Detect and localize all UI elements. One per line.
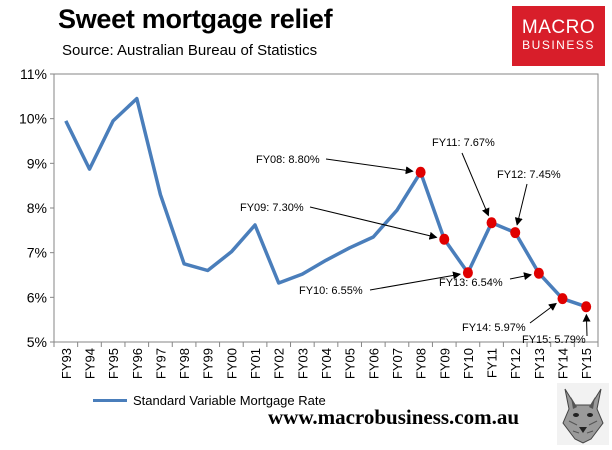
- annotation-label: FY08: 8.80%: [256, 154, 320, 166]
- x-tick-label: FY05: [343, 348, 358, 379]
- x-tick-label: FY11: [485, 348, 500, 378]
- annotation-label: FY09: 7.30%: [240, 202, 304, 214]
- x-tick-label: FY10: [461, 348, 476, 379]
- annotation-arrow: [325, 158, 414, 175]
- y-tick-label: 8%: [27, 200, 47, 216]
- y-tick-label: 6%: [27, 289, 47, 305]
- annotation-arrow: [461, 152, 490, 217]
- x-tick-label: FY00: [224, 348, 239, 379]
- x-tick-label: FY06: [366, 348, 381, 379]
- annotation-arrow: [309, 206, 438, 240]
- wolf-logo-icon: [557, 383, 609, 445]
- legend-swatch: [93, 399, 127, 402]
- y-tick-label: 9%: [27, 155, 47, 171]
- annotation-label: FY14: 5.97%: [462, 322, 526, 334]
- annotation-arrow: [514, 183, 528, 226]
- annotation-arrow: [509, 272, 532, 281]
- x-tick-label: FY13: [532, 348, 547, 379]
- x-tick-label: FY12: [508, 348, 523, 379]
- series-line: [64, 96, 587, 309]
- x-tick-label: FY97: [153, 348, 168, 379]
- website-url: www.macrobusiness.com.au: [268, 405, 520, 429]
- logo-line-1: MACRO: [521, 17, 596, 38]
- data-point-marker: [486, 217, 497, 229]
- logo-line-2: BUSINESS: [522, 38, 595, 52]
- data-point-marker: [510, 227, 521, 239]
- data-point-marker: [439, 233, 450, 245]
- plot-area: [53, 73, 599, 343]
- annotation-arrow: [369, 271, 461, 291]
- annotation-label: FY10: 6.55%: [299, 285, 363, 297]
- x-tick-label: FY99: [201, 348, 216, 379]
- x-tick-label: FY03: [295, 348, 310, 379]
- y-tick-label: 10%: [19, 111, 47, 127]
- x-tick-label: FY01: [248, 348, 263, 379]
- legend-label: Standard Variable Mortgage Rate: [133, 393, 326, 408]
- x-tick-label: FY04: [319, 348, 334, 379]
- annotation-label: FY11: 7.67%: [432, 137, 495, 149]
- x-tick-label: FY08: [414, 348, 429, 379]
- x-tick-label: FY02: [272, 348, 287, 379]
- data-point-marker: [533, 267, 544, 279]
- x-tick-label: FY09: [437, 348, 452, 379]
- data-point-marker: [557, 293, 568, 305]
- x-tick-label: FY96: [130, 348, 145, 379]
- data-point-marker: [415, 166, 426, 178]
- x-tick-label: FY98: [177, 348, 192, 379]
- annotation-label: FY15: 5.79%: [522, 334, 586, 346]
- y-tick-label: 7%: [27, 245, 47, 261]
- data-point-marker: [462, 267, 473, 279]
- legend: Standard Variable Mortgage Rate: [93, 393, 326, 408]
- annotation-arrow: [582, 313, 591, 337]
- y-tick-label: 5%: [27, 334, 47, 350]
- data-point-marker: [581, 301, 592, 313]
- y-tick-label: 11%: [20, 66, 47, 82]
- x-tick-label: FY07: [390, 348, 405, 379]
- chart-title: Sweet mortgage relief: [58, 4, 333, 34]
- chart-source: Source: Australian Bureau of Statistics: [62, 42, 318, 59]
- x-tick-label: FY15: [579, 348, 594, 379]
- annotation-label: FY13: 6.54%: [439, 277, 503, 289]
- x-tick-label: FY14: [556, 348, 571, 379]
- annotation-arrow: [529, 302, 557, 324]
- x-tick-label: FY95: [106, 348, 121, 379]
- annotation-label: FY12: 7.45%: [497, 169, 561, 181]
- x-tick-label: FY93: [59, 348, 74, 379]
- macrobusiness-logo: MACRO BUSINESS: [512, 6, 605, 66]
- x-tick-label: FY94: [82, 348, 97, 379]
